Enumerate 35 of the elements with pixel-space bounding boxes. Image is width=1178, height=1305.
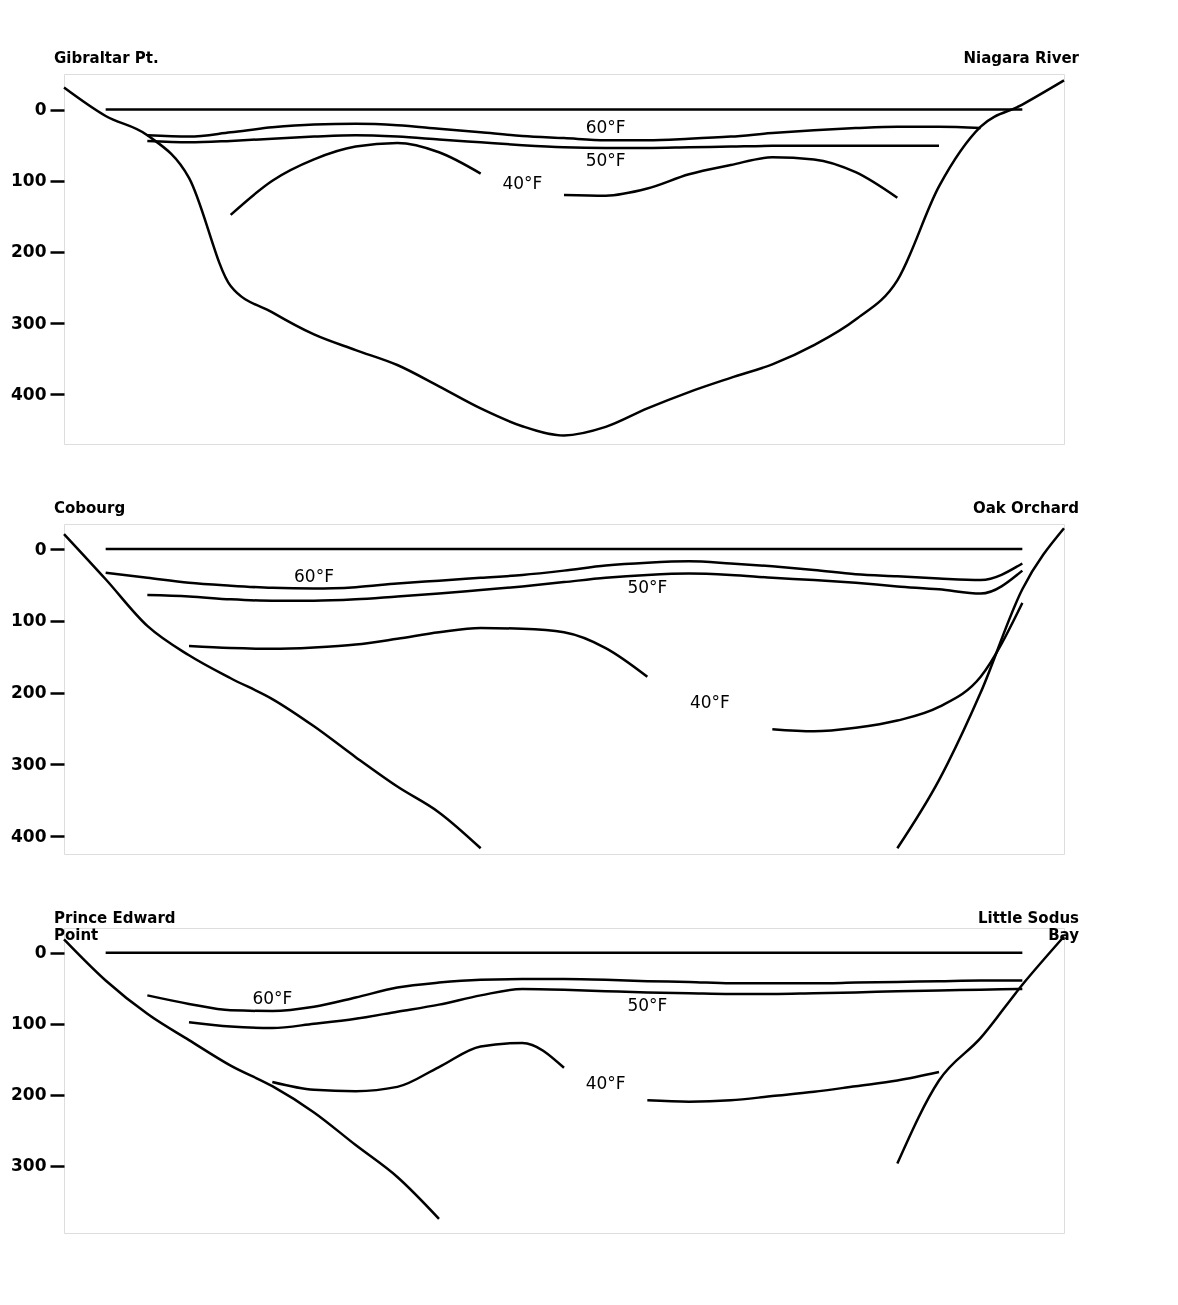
y-tick-label: 200 (11, 682, 47, 703)
series-label: 60°F (294, 565, 334, 586)
series-label: 50°F (627, 576, 668, 597)
line-series (62, 79, 1066, 437)
y-tick-label: 100 (11, 170, 47, 191)
y-tick-label: 400 (11, 825, 47, 846)
y-tick-label: 0 (34, 99, 47, 120)
text: Gibraltar Pt. (54, 49, 159, 67)
y-tick-label: 100 (11, 610, 47, 631)
y-tick-label: 200 (11, 1084, 47, 1105)
y-tick-label: 400 (11, 383, 47, 404)
y-tick-label: 0 (34, 942, 47, 963)
line-series (146, 122, 982, 142)
series-label: 50°F (627, 994, 668, 1015)
text: Oak Orchard (972, 499, 1079, 517)
y-tick-label: 300 (11, 1155, 47, 1176)
text: 40°F (689, 691, 730, 712)
line-series (146, 569, 1024, 603)
y-tick-label: 0 (34, 538, 47, 559)
y-tick-label: 300 (11, 312, 47, 333)
line-series (187, 987, 1024, 1030)
annotation: Little Sodus Bay (977, 909, 1080, 944)
line-series (146, 977, 1024, 1013)
line-series (146, 133, 941, 150)
series-label: 60°F (585, 117, 626, 138)
annotation: Prince Edward Point (54, 909, 176, 944)
y-tick-label: 300 (11, 753, 47, 774)
series-label: 50°F (585, 150, 626, 170)
y-tick-label: 100 (11, 1013, 47, 1034)
text: Cobourg (54, 499, 126, 517)
series-label: 40°F (585, 1073, 626, 1094)
series-label: 40°F (502, 173, 543, 194)
text: Niagara River (963, 49, 1080, 67)
y-tick-label: 200 (11, 241, 47, 262)
series-label: 60°F (252, 987, 293, 1008)
